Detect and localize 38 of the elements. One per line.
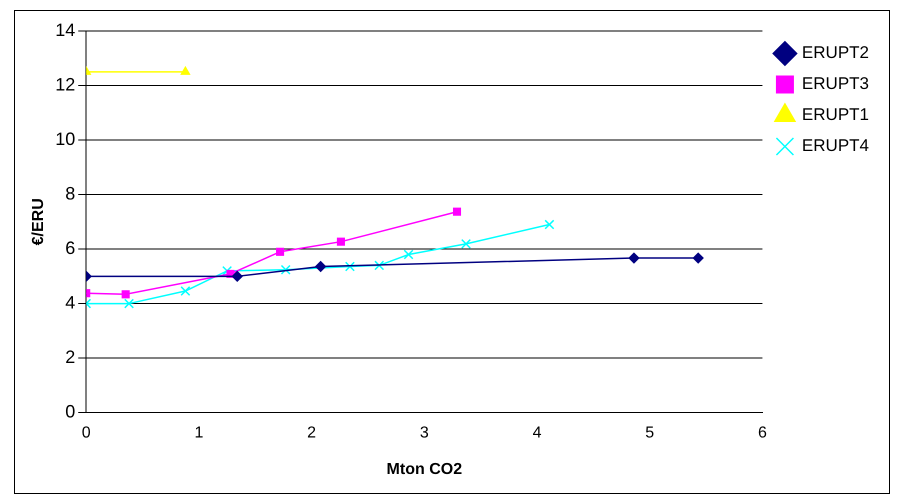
x-tick-label: 1 [194,424,204,442]
point [461,238,472,249]
point [404,250,414,260]
point [315,261,326,272]
y-tick-label: 14 [55,20,76,40]
legend-label: ERUPT1 [802,105,870,124]
x-tick-label: 3 [420,424,429,442]
point [344,262,355,272]
y-tick-label: 2 [65,347,76,368]
point [544,220,554,230]
y-tick-label: 6 [65,238,76,258]
x-tick-label: 5 [645,424,654,442]
point [280,264,291,275]
point [628,252,640,264]
y-tick-label: 10 [55,128,76,149]
legend-label: ERUPT4 [802,136,870,156]
x-tick-label: 2 [307,424,316,442]
point [180,286,190,296]
point [124,298,134,309]
x-axis-title: Mton CO2 [386,460,462,478]
point [692,252,704,264]
point [232,270,243,282]
point [276,248,284,256]
point [336,238,345,246]
y-tick-label: 0 [65,402,76,422]
point [374,260,384,270]
point [122,290,130,298]
y-axis-title: €/ERU [30,198,48,246]
x-tick-label: 4 [532,424,542,442]
point [452,208,462,216]
y-tick-label: 12 [55,74,76,94]
x-tick-label: 6 [758,424,767,442]
x-tick-label: 0 [82,424,91,442]
point [222,266,232,276]
y-tick-label: 4 [65,292,76,313]
y-tick-label: 8 [65,184,76,204]
legend-label: ERUPT2 [802,43,870,62]
legend-label: ERUPT3 [802,74,870,94]
